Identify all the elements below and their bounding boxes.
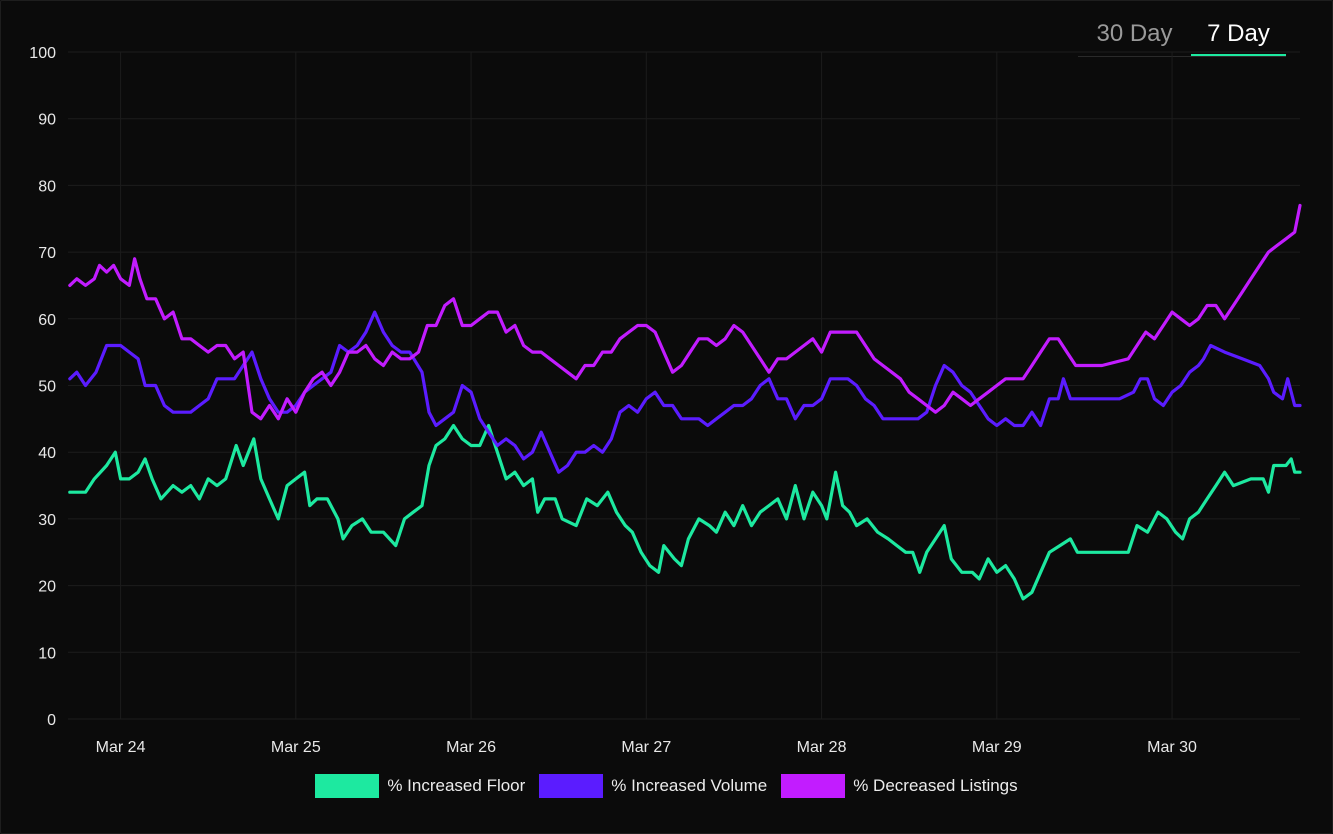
legend-label-floor: % Increased Floor (387, 776, 526, 795)
y-axis-ticks: 0 10 20 30 40 50 60 70 80 90 100 (29, 45, 56, 729)
time-range-tabs: 30 Day 7 Day (1078, 14, 1286, 57)
y-tick-label: 20 (38, 579, 56, 596)
x-tick-label: Mar 24 (96, 739, 146, 756)
x-tick-label: Mar 28 (797, 739, 847, 756)
legend-item-volume[interactable]: % Increased Volume (539, 774, 767, 798)
legend-label-volume: % Increased Volume (611, 776, 768, 795)
legend-swatch-listings (781, 774, 846, 798)
y-tick-label: 50 (38, 379, 56, 396)
series-lines (68, 203, 1302, 601)
x-tick-label: Mar 26 (446, 739, 496, 756)
x-tick-label: Mar 30 (1147, 739, 1197, 756)
legend-label-listings: % Decreased Listings (853, 776, 1018, 795)
legend-item-floor[interactable]: % Increased Floor (315, 774, 525, 798)
series-line-floor (68, 423, 1302, 601)
y-tick-label: 30 (38, 512, 56, 529)
legend-swatch-volume (539, 774, 604, 798)
tab-30-day[interactable]: 30 Day (1096, 20, 1173, 47)
x-axis-ticks: Mar 24 Mar 25 Mar 26 Mar 27 Mar 28 Mar 29 Mar … (96, 739, 1197, 756)
y-tick-label: 10 (38, 645, 56, 662)
x-tick-label: Mar 29 (972, 739, 1022, 756)
y-tick-label: 80 (38, 178, 56, 195)
legend: % Increased Floor % Increased Volume % D… (0, 774, 1333, 798)
x-tick-label: Mar 25 (271, 739, 321, 756)
series-line-volume (68, 310, 1302, 474)
legend-item-listings[interactable]: % Decreased Listings (781, 774, 1018, 798)
y-tick-label: 60 (38, 312, 56, 329)
y-tick-label: 100 (29, 45, 56, 62)
y-tick-label: 40 (38, 445, 56, 462)
y-tick-label: 0 (47, 712, 56, 729)
tab-7-day[interactable]: 7 Day (1191, 14, 1286, 56)
y-tick-label: 70 (38, 245, 56, 262)
x-tick-label: Mar 27 (621, 739, 671, 756)
y-tick-label: 90 (38, 112, 56, 129)
series-line-listings (68, 203, 1302, 421)
gridlines (68, 51, 1300, 720)
legend-swatch-floor (315, 774, 380, 798)
